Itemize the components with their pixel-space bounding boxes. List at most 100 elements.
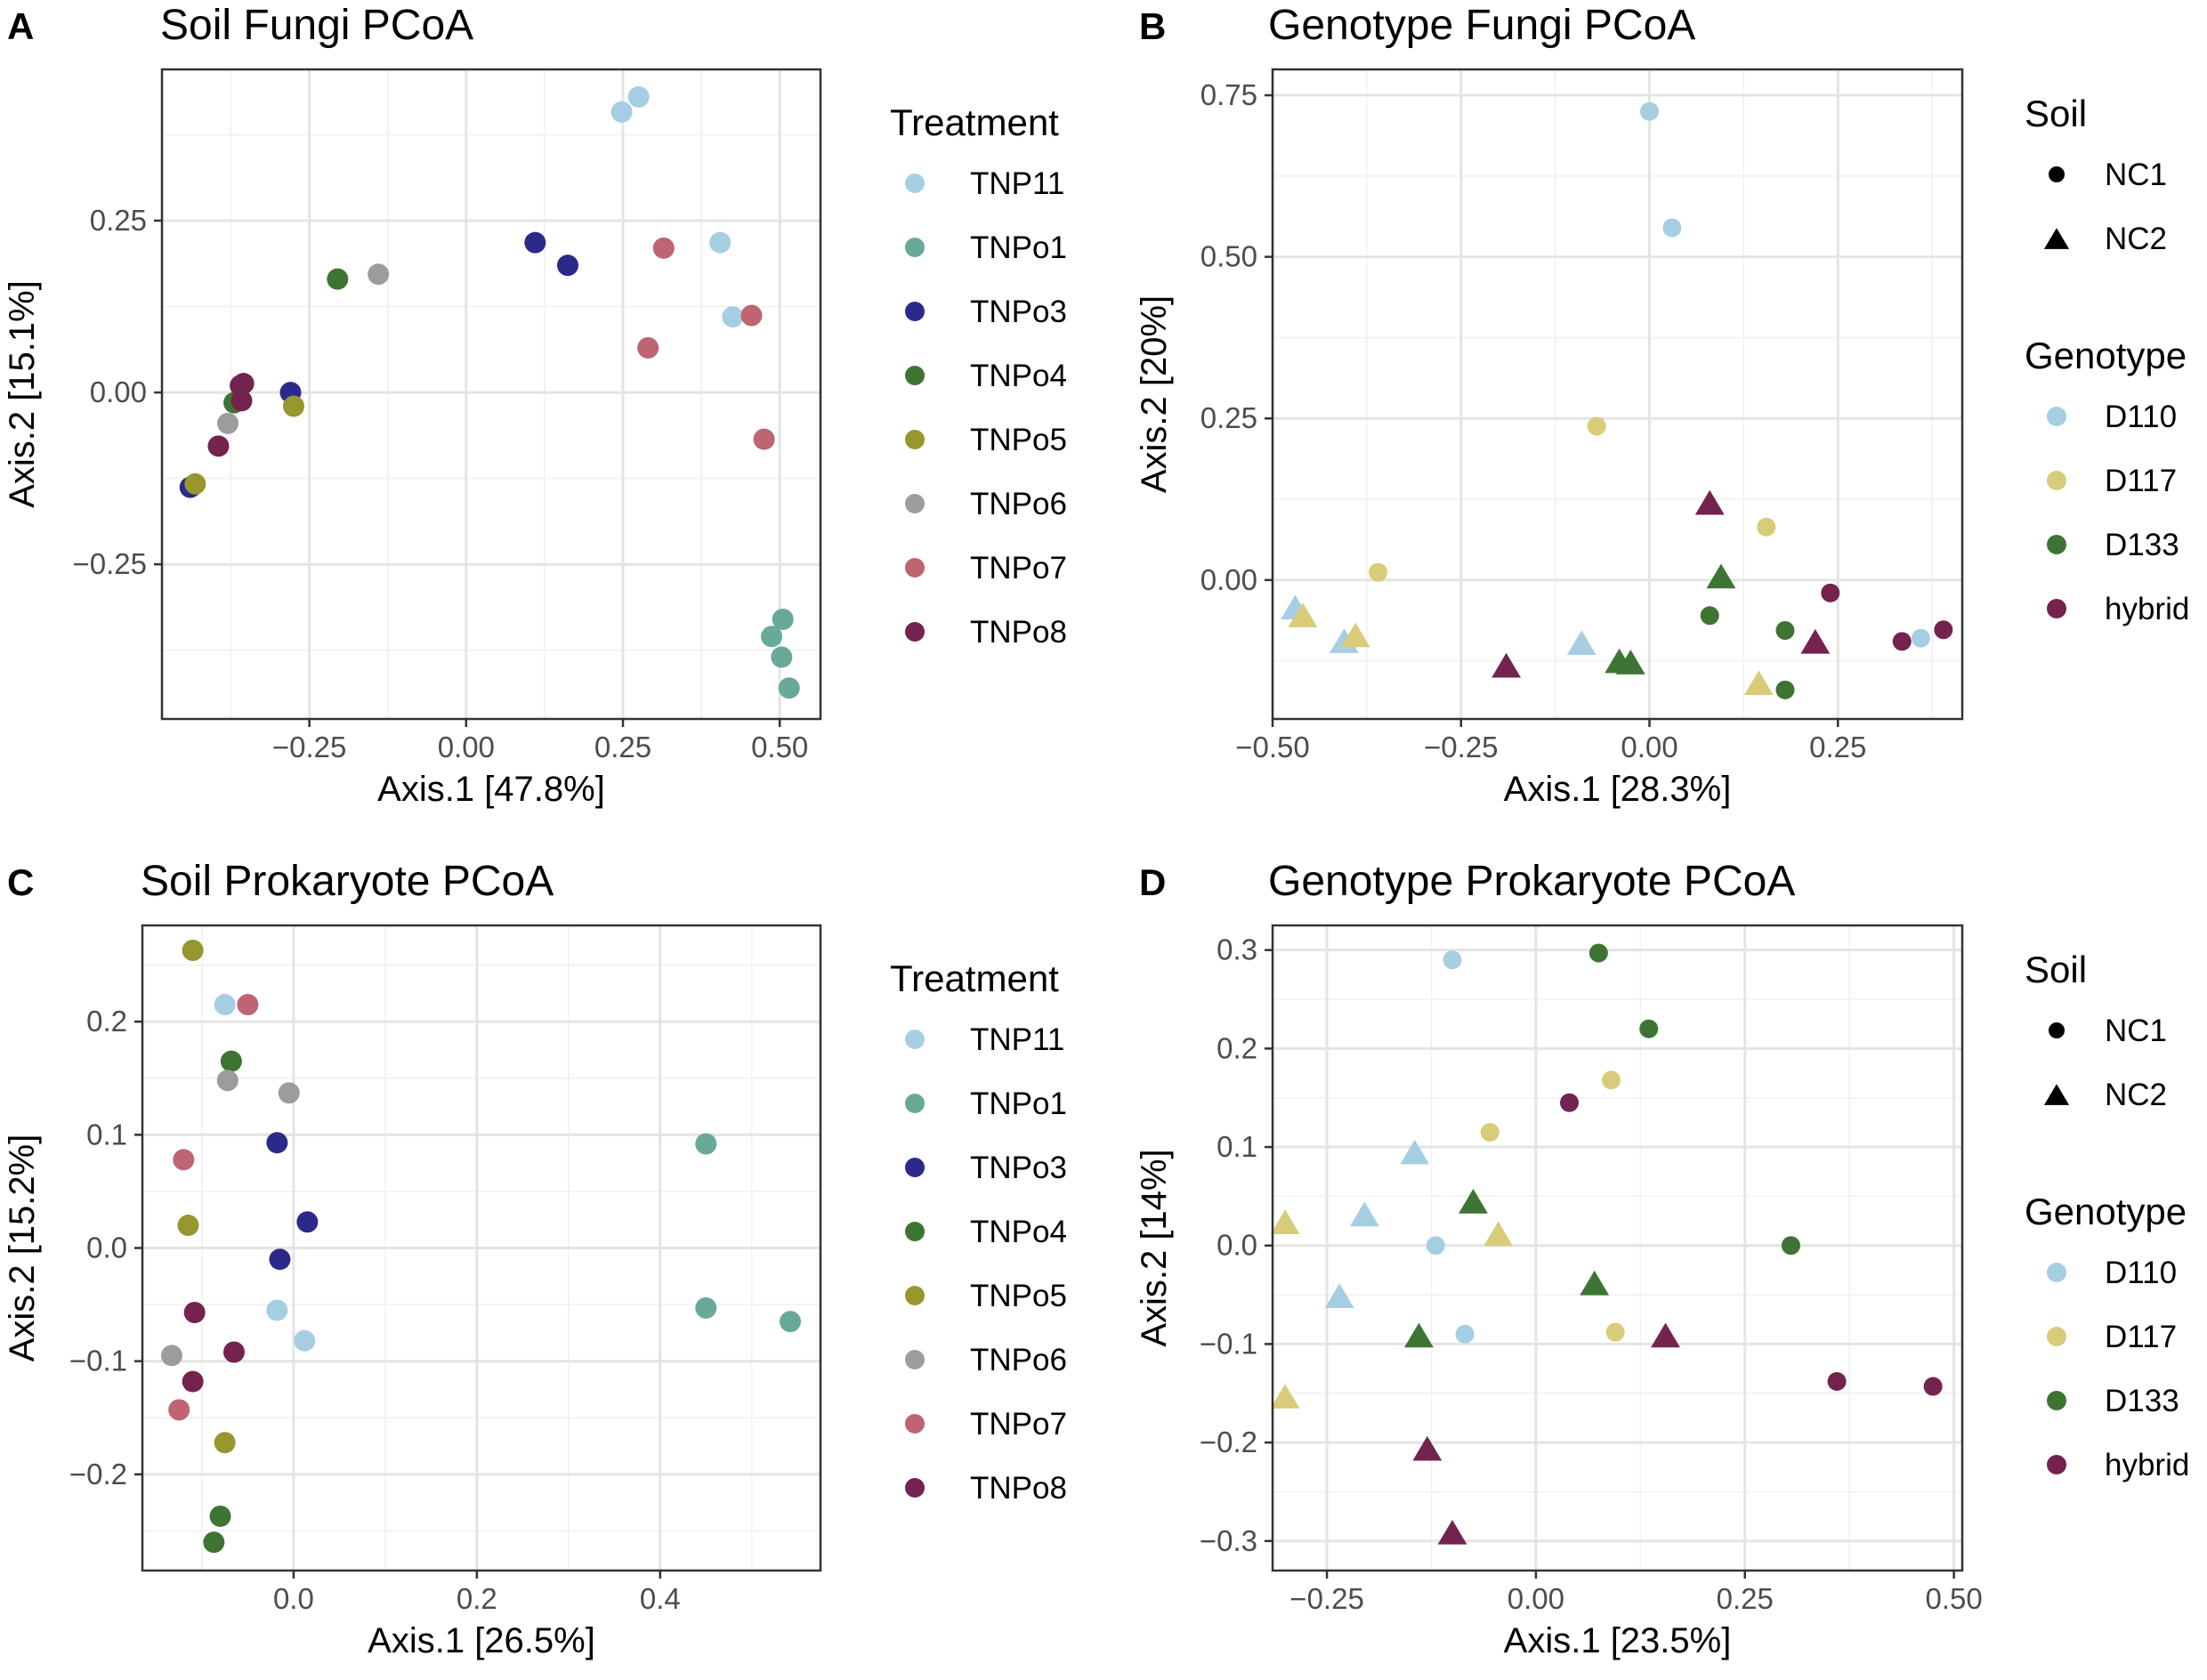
legend-label: TNPo6 (970, 487, 1067, 521)
data-point-d133 (1775, 680, 1795, 699)
data-point-hybrid-triangle (1437, 1519, 1467, 1545)
data-point-d117-triangle (1288, 602, 1318, 627)
legend-key-tnpo1 (905, 1094, 925, 1113)
data-point-tnp11 (709, 231, 732, 254)
x-tick-label: 0.0 (273, 1582, 314, 1615)
y-tick-label: 0.3 (1217, 933, 1257, 966)
y-axis-label: Axis.2 [20%] (1135, 295, 1174, 493)
data-point-hybrid (1934, 620, 1953, 640)
legend-key-tnpo1 (905, 238, 925, 257)
legend-key-tnpo4 (905, 366, 925, 385)
data-point-d110-triangle (1400, 1139, 1430, 1165)
legend-key-d133 (2047, 1391, 2066, 1410)
data-point-tnpo1 (695, 1296, 717, 1319)
plot-title: Soil Prokaryote PCoA (141, 858, 554, 905)
data-point-tnp11 (294, 1329, 316, 1352)
data-point-tnpo8 (230, 390, 253, 412)
x-tick-label: 0.25 (1717, 1582, 1774, 1615)
data-point-d117-triangle (1340, 622, 1370, 648)
data-point-tnpo3 (296, 1211, 319, 1233)
legend-key-hybrid (2047, 1455, 2066, 1474)
x-tick-label: 0.4 (640, 1582, 681, 1615)
data-point-tnpo5 (184, 472, 206, 495)
data-point-tnpo7 (740, 304, 763, 327)
data-point-d110 (1911, 628, 1930, 648)
legend-key-triangle (2043, 228, 2070, 249)
data-point-d133-triangle (1403, 1322, 1434, 1348)
data-point-hybrid (1559, 1093, 1579, 1112)
legend-key-tnpo7 (905, 558, 925, 578)
legend-key-d110 (2047, 1263, 2066, 1282)
legend-key-tnp11 (905, 1030, 925, 1049)
data-point-tnpo7 (637, 336, 659, 359)
legend-label: TNPo8 (970, 1471, 1067, 1506)
data-point-d117-triangle (1270, 1209, 1300, 1234)
x-axis-label: Axis.1 [26.5%] (368, 1621, 595, 1660)
legend-key-tnpo5 (905, 1286, 925, 1305)
data-point-tnpo5 (214, 1432, 236, 1454)
data-point-d110 (1426, 1236, 1445, 1256)
panel-label: C (7, 861, 34, 903)
legend-label: NC1 (2105, 1014, 2167, 1048)
data-point-d117-triangle (1743, 670, 1774, 696)
data-point-tnp11 (266, 1299, 288, 1321)
data-point-d117-triangle (1483, 1221, 1514, 1247)
legend-key-tnpo3 (905, 302, 925, 321)
data-point-tnpo4 (209, 1505, 231, 1527)
plot-border (1271, 68, 1964, 721)
legend-label: TNP11 (970, 1022, 1064, 1057)
data-point-d110 (1443, 950, 1462, 970)
legend-title: Soil (2025, 949, 2087, 990)
data-point-tnpo4 (327, 268, 349, 290)
legend-label: TNPo5 (970, 423, 1067, 457)
legend-title: Soil (2025, 93, 2087, 134)
data-point-hybrid (1821, 583, 1840, 602)
legend-label: TNPo1 (970, 1086, 1067, 1121)
data-point-tnp11 (214, 994, 236, 1016)
x-axis-label: Axis.1 [28.3%] (1504, 770, 1732, 809)
legend-key-tnpo6 (905, 494, 925, 513)
legend: Treatment TNP11 TNPo1 TNPo3 TNPo4 TNPo5 TNPo6 T… (890, 101, 1067, 650)
y-tick-label: 0.50 (1201, 240, 1257, 273)
x-tick-label: −0.25 (1424, 731, 1499, 763)
data-point-tnpo3 (266, 1132, 288, 1154)
legend-label: D133 (2105, 1384, 2179, 1418)
y-tick-label: −0.2 (1200, 1426, 1257, 1458)
data-point-d133 (1639, 1019, 1659, 1038)
y-tick-label: 0.25 (1201, 401, 1257, 434)
data-point-tnpo8 (182, 1370, 204, 1393)
data-point-hybrid (1892, 632, 1912, 651)
plot-background (1273, 925, 1962, 1571)
data-point-tnp11 (627, 85, 650, 108)
x-tick-label: 0.25 (594, 731, 651, 763)
data-point-tnpo7 (652, 237, 675, 259)
x-tick-label: 0.2 (457, 1582, 497, 1615)
panel-b: B Genotype Fungi PCoA −0.50 −0.25 0.00 0.25 0.… (1135, 2, 2189, 809)
legend-title: Treatment (890, 957, 1059, 999)
data-point-d117 (1601, 1070, 1621, 1090)
y-tick-label: 0.2 (86, 1005, 127, 1038)
legend-label: NC1 (2105, 158, 2167, 192)
legend-label: TNPo6 (970, 1343, 1067, 1377)
y-tick-label: 0.25 (90, 204, 147, 237)
legend-label: NC2 (2105, 222, 2167, 256)
data-point-d110-triangle (1566, 630, 1597, 656)
panel-a: A Soil Fungi PCoA −0.25 0.00 0.25 0.50 −0.25 0.… (3, 2, 1067, 809)
plot-background (1273, 69, 1962, 719)
plot-title: Genotype Fungi PCoA (1268, 2, 1695, 49)
data-point-tnpo4 (203, 1531, 225, 1554)
data-point-tnpo8 (207, 435, 230, 457)
legend-key-d110 (2047, 407, 2066, 426)
y-tick-label: 0.0 (1217, 1229, 1257, 1262)
data-point-d117 (1757, 517, 1776, 537)
data-point-d133-triangle (1615, 650, 1645, 674)
data-point-tnpo6 (217, 412, 238, 434)
data-point-tnpo4 (220, 1050, 242, 1072)
data-point-d133 (1775, 620, 1795, 640)
data-point-hybrid-triangle (1651, 1322, 1680, 1348)
data-point-hybrid-triangle (1694, 489, 1725, 515)
y-axis-label: Axis.2 [15.1%] (3, 280, 42, 508)
y-tick-label: 0.1 (1217, 1130, 1257, 1163)
x-tick-label: 0.50 (751, 731, 808, 763)
